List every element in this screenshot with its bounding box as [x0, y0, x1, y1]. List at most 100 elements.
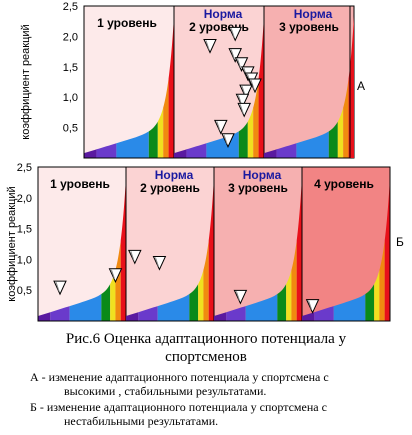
- y-tick-label: 2,0: [17, 193, 32, 205]
- band-strip-6: [203, 240, 209, 321]
- band-strip-1: [126, 312, 139, 321]
- y-tick-label: 1,0: [63, 92, 78, 104]
- zone-norma-label: Норма: [155, 168, 194, 182]
- band-strip-2: [226, 306, 246, 321]
- data-point-shade: [130, 251, 135, 261]
- band-strip-2: [276, 143, 297, 158]
- y-tick-label: 2,5: [63, 1, 78, 13]
- data-point-shade: [241, 85, 246, 96]
- band-strip-6: [163, 78, 169, 158]
- zone-1: 1 уровень: [83, 5, 175, 159]
- band-strip-1: [214, 312, 227, 321]
- band-strip-7: [208, 177, 214, 321]
- plot-border: [83, 5, 351, 159]
- data-point-shade: [308, 300, 313, 310]
- band-strip-7: [258, 16, 264, 159]
- band-strip-5: [337, 107, 344, 158]
- band-strip-5: [286, 269, 292, 321]
- band-strip-1: [302, 312, 315, 321]
- band-strip-4: [328, 121, 338, 158]
- band-strip-6: [115, 240, 121, 321]
- band-strip-2: [50, 306, 70, 321]
- band-strip-3: [333, 294, 366, 321]
- band-strip-1: [38, 312, 51, 321]
- y-tick-label: 0,5: [17, 285, 32, 297]
- data-point-shade: [154, 257, 159, 267]
- caption-line-1: Рис.6 Оценка адаптационного потенциала у: [65, 331, 347, 347]
- band-strip-2: [186, 143, 207, 158]
- band-strip-2: [96, 143, 117, 158]
- band-strip-4: [277, 284, 287, 321]
- zone-4: 4 уровень: [301, 166, 391, 322]
- band-strip-7: [120, 177, 126, 321]
- band-strip-3: [116, 131, 149, 158]
- data-point-shade: [230, 49, 235, 59]
- band-strip-6: [253, 78, 259, 158]
- data-point-shade: [110, 269, 115, 279]
- zone-1: 1 уровень: [37, 166, 127, 322]
- chart-panel-1: 2,5 2,0 1,5 1,0 0,5 коэффициент реакций 1 уров…: [20, 1, 365, 159]
- y-tick-label: 2,0: [63, 31, 78, 43]
- band-strip-5: [247, 107, 254, 158]
- y-axis-label: коэффициент реакций: [6, 186, 18, 301]
- zone-background: [173, 5, 265, 159]
- band-strip-6: [291, 240, 297, 321]
- band-strip-7: [384, 177, 390, 321]
- band-strip-6: [379, 240, 385, 321]
- zone-title: 3 уровень: [279, 20, 339, 34]
- band-strip-3: [245, 294, 278, 321]
- data-point-shade: [237, 95, 242, 105]
- band-strip-2: [138, 306, 158, 321]
- data-point-shade: [216, 121, 221, 131]
- data-point-shade: [230, 28, 235, 38]
- band-strip-4: [238, 121, 248, 158]
- y-axis-label: коэффициент реакций: [20, 24, 32, 139]
- band-strip-5: [110, 269, 116, 321]
- band-strip-5: [198, 269, 204, 321]
- zone-title: 1 уровень: [50, 177, 110, 191]
- zone-norma-label: Норма: [243, 168, 282, 182]
- band-strip-1: [264, 149, 277, 158]
- plot-border: [37, 166, 391, 322]
- zone-norma-label: Норма: [294, 7, 333, 21]
- band-strip-4: [148, 121, 158, 158]
- y-tick-label: 1,5: [17, 224, 32, 236]
- band-strip-1: [84, 149, 97, 158]
- y-tick-label: 1,0: [17, 254, 32, 266]
- band-strip-3: [69, 294, 102, 321]
- data-point-shade: [235, 291, 240, 301]
- band-strip-2: [314, 306, 334, 321]
- data-point-shade: [205, 40, 210, 50]
- band-strip-5: [374, 269, 380, 321]
- note-a-line-2: высокими , стабильными результатами.: [64, 384, 267, 398]
- note-a: А - изменение адаптационного потенциала …: [30, 370, 400, 398]
- panel-letter: Б: [396, 235, 404, 249]
- y-tick-label: 2,5: [17, 162, 32, 174]
- note-b-line-2: нестабильными результатами.: [64, 414, 219, 428]
- zone-norma-label: Норма: [204, 7, 243, 21]
- band-strip-7: [168, 16, 174, 159]
- note-a-line-1: А - изменение адаптационного потенциала …: [30, 370, 329, 384]
- note-b-line-1: Б - изменение адаптационного потенциала …: [30, 400, 327, 414]
- band-strip-3: [296, 131, 329, 158]
- data-point-shade: [223, 134, 228, 144]
- band-strip-4: [101, 284, 111, 321]
- band-strip-5: [157, 107, 164, 158]
- figure-caption: Рис.6 Оценка адаптационного потенциала у…: [0, 330, 412, 366]
- band-strip-4: [365, 284, 375, 321]
- zone-title: 1 уровень: [97, 16, 157, 30]
- figure-notes: А - изменение адаптационного потенциала …: [30, 370, 400, 430]
- y-tick-label: 1,5: [63, 62, 78, 74]
- zone-title: 4 уровень: [314, 177, 374, 191]
- band-strip-7: [296, 177, 302, 321]
- note-b: Б - изменение адаптационного потенциала …: [30, 400, 400, 428]
- caption-line-2: спортсменов: [165, 349, 247, 365]
- zone-title: 3 уровень: [228, 181, 288, 195]
- data-point-shade: [239, 104, 244, 114]
- band-strip-4: [189, 284, 199, 321]
